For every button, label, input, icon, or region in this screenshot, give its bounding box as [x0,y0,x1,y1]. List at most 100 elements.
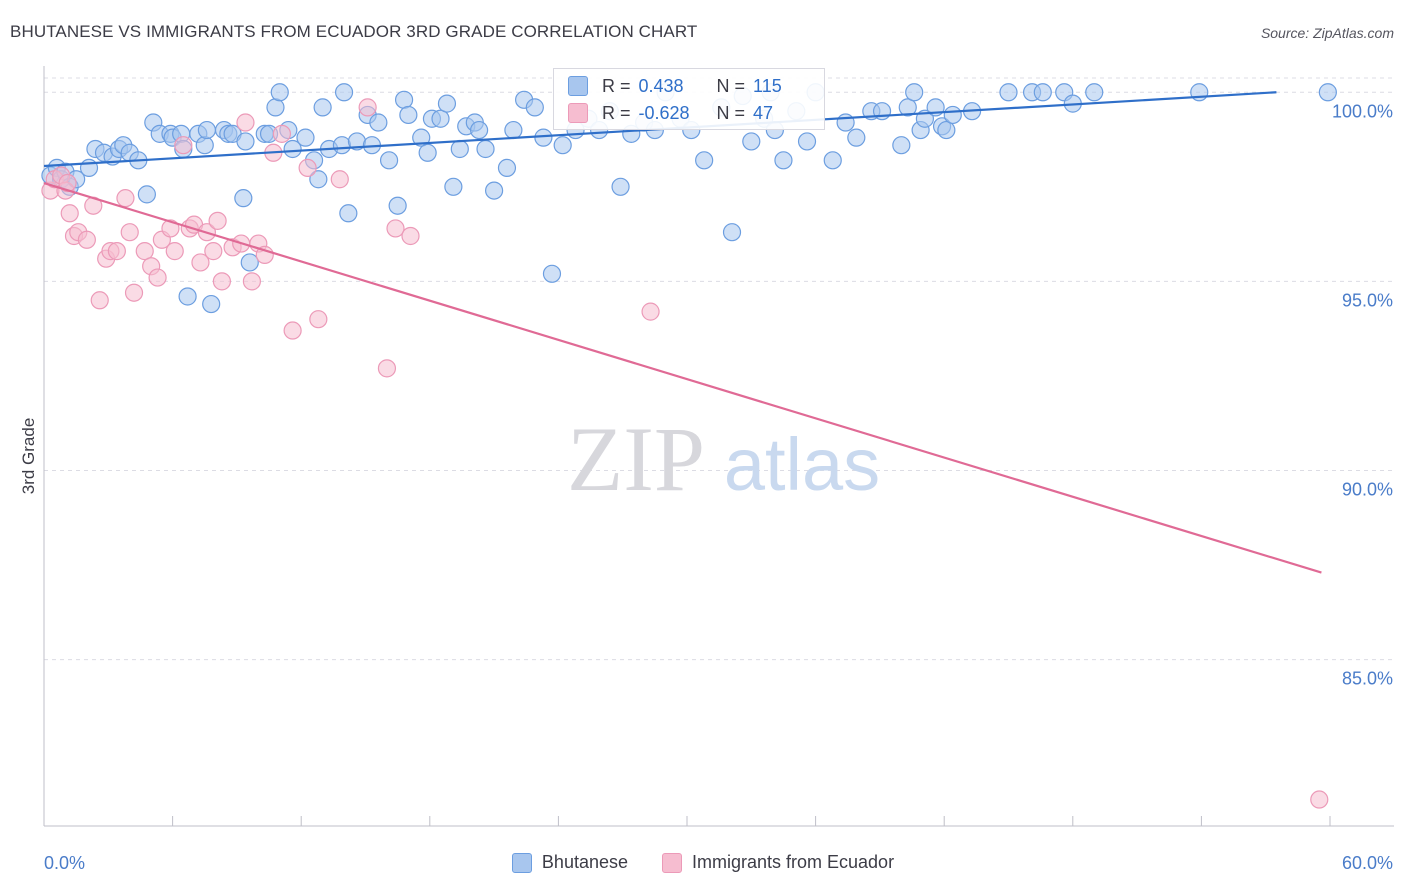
bhutanese-point [553,136,572,155]
stats-box: R = 0.438 N = 115 R = -0.628 N = 47 [553,68,825,130]
bhutanese-point [202,294,221,314]
bhutanese-point [283,139,302,159]
ecuador-point [161,219,180,238]
bhutanese-point [234,189,253,208]
bhutanese-point [197,120,216,140]
bhutanese-point [137,185,156,204]
bhutanese-point [334,83,354,102]
stats-r-label: R = [602,75,631,96]
y-tick-label: 100.0% [1332,101,1393,121]
bhutanese-point [943,105,962,125]
bhutanese-point [444,177,463,196]
ecuador-point [77,230,96,249]
stats-n-value: 47 [753,102,774,123]
chart-source: Source: ZipAtlas.com [1260,25,1394,41]
y-tick-label: 85.0% [1342,669,1393,689]
ecuador-point [191,253,210,272]
ecuador-point [148,268,167,287]
y-tick-label: 95.0% [1342,290,1393,310]
ecuador-point [641,302,660,321]
legend-swatch-pink [662,852,682,873]
ecuador-point [298,158,317,178]
ecuador-point [236,113,255,132]
ecuador-point [212,272,231,291]
bhutanese-point [836,113,855,132]
bhutanese-point [476,139,495,159]
ecuador-point [330,170,349,189]
bhutanese-point [497,158,517,178]
bhutanese-point [542,264,562,283]
legend-swatch-blue [511,852,532,873]
ecuador-point [1310,790,1329,809]
ecuador-point [358,98,377,117]
stats-r-label: R = [602,102,631,123]
ecuador-point [60,204,79,223]
stats-r-value: -0.628 [638,102,690,123]
bhutanese-point [399,105,418,125]
bhutanese-point [774,151,793,170]
stats-swatch-pink [568,103,588,123]
watermark-zip: ZIP [567,408,705,510]
bhutanese-point [823,151,842,170]
ecuador-point [120,223,139,242]
ecuador-point [272,124,292,143]
bhutanese-point [937,120,956,140]
bhutanese-point [450,139,469,159]
bhutanese-point [309,170,328,189]
bhutanese-point [695,151,714,170]
ecuador-point [135,242,154,261]
ecuador-point [386,219,405,238]
chart-legend: Bhutanese Immigrants from Ecuador [0,852,1406,873]
stats-row-ecuador: R = -0.628 N = 47 [568,101,773,125]
ecuador-point [174,136,193,155]
ecuador-point [165,242,184,261]
bhutanese-point [240,253,259,272]
bhutanese-point [898,98,917,117]
ecuador-point [107,242,126,261]
stats-n-label: N = [716,75,746,96]
ecuador-point [58,173,77,193]
bhutanese-point [1318,83,1337,102]
ecuador-point [204,242,223,261]
ecuador-point [401,226,420,246]
stats-swatch-blue [568,76,588,96]
legend-item-ecuador[interactable]: Immigrants from Ecuador [662,852,894,873]
bhutanese-point [892,136,911,155]
ecuador-point [283,321,302,340]
bhutanese-point [236,132,255,151]
watermark: ZIP atlas [567,408,880,510]
bhutanese-point [999,83,1018,102]
bhutanese-point [534,128,553,147]
ecuador-point [124,283,144,302]
bhutanese-point [332,136,352,155]
ecuador-trend-line [43,181,1322,574]
bhutanese-point [742,132,761,151]
bhutanese-point [313,98,332,117]
bhutanese-point [412,128,431,147]
bhutanese-point [339,204,358,223]
watermark-atlas: atlas [724,423,880,506]
bhutanese-point [266,98,285,117]
y-axis-label: 3rd Grade [19,418,38,495]
bhutanese-point [394,90,414,109]
bhutanese-point [797,132,817,151]
bhutanese-point [369,113,388,132]
x-tick-label: 60.0% [1342,853,1393,873]
grid-layer [44,77,1394,661]
bhutanese-point [418,143,437,162]
bhutanese-point [178,287,197,306]
stats-n-label: N = [716,102,746,123]
stats-r-value: 0.438 [638,75,684,96]
bhutanese-point [611,177,630,196]
legend-item-bhutanese[interactable]: Bhutanese [511,852,628,873]
bhutanese-point [437,94,457,113]
bhutanese-point [485,181,504,200]
legend-label: Immigrants from Ecuador [692,852,895,872]
bhutanese-point [1085,83,1104,102]
bhutanese-point [504,120,523,140]
bhutanese-point [847,128,866,147]
ecuador-point [208,211,227,230]
y-tick-label: 90.0% [1342,479,1393,499]
ecuador-point [377,359,397,378]
